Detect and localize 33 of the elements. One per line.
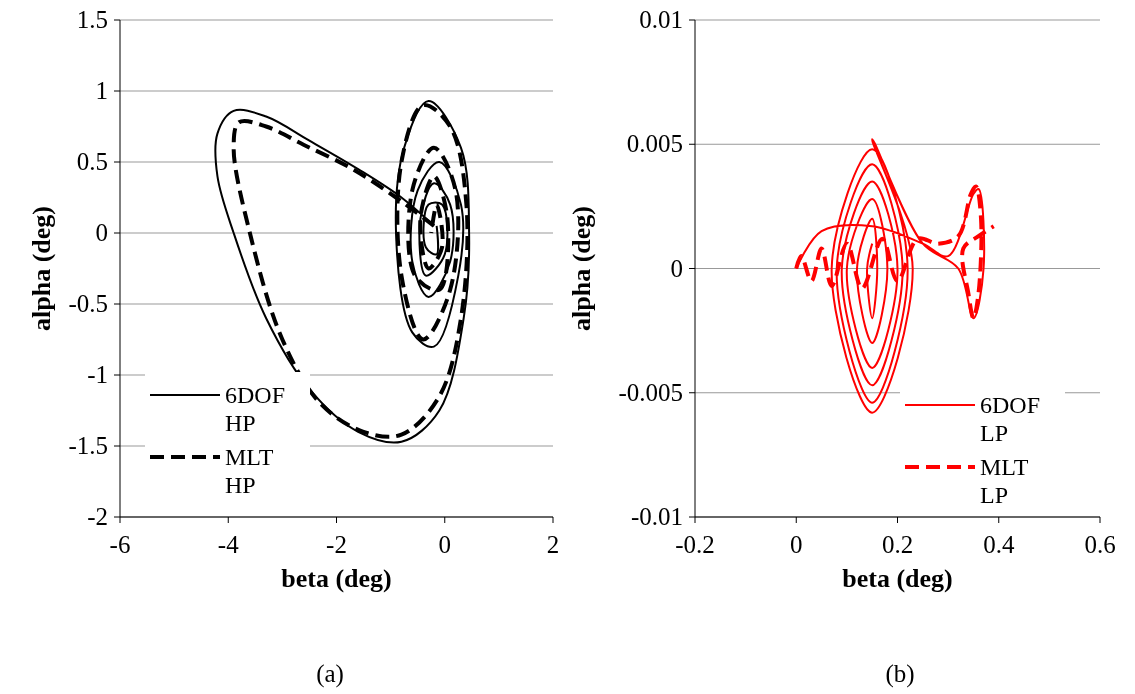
y-axis-title: alpha (deg) — [567, 206, 596, 331]
x-tick-label: -6 — [109, 531, 131, 558]
legend-label: 6DOF LP — [980, 392, 1041, 446]
x-axis-title: beta (deg) — [281, 564, 392, 593]
y-tick-label: -2 — [87, 503, 108, 530]
x-tick-label: -2 — [326, 531, 347, 558]
y-tick-label: -1.5 — [68, 432, 108, 459]
y-tick-label: 1 — [95, 77, 108, 104]
y-tick-label: -0.005 — [618, 378, 683, 406]
legend-label: 6DOF HP — [225, 382, 286, 436]
legend-label: MLT LP — [980, 454, 1029, 508]
text: (b) — [885, 660, 915, 688]
y-tick-label: 0 — [95, 219, 108, 246]
legend-label: MLT HP — [225, 444, 274, 498]
y-tick-label: -1 — [87, 361, 108, 388]
y-axis-title: alpha (deg) — [27, 206, 56, 331]
x-tick-label: 0.6 — [1084, 531, 1116, 558]
y-tick-label: 0.005 — [626, 130, 683, 158]
x-tick-label: -4 — [217, 531, 240, 558]
text: (a) — [316, 660, 344, 688]
x-tick-label: 2 — [546, 531, 560, 558]
y-tick-label: -0.5 — [68, 290, 108, 317]
x-tick-label: 0.4 — [983, 531, 1015, 558]
y-tick-label: 0.5 — [76, 148, 108, 175]
x-tick-label: 0 — [438, 531, 451, 558]
y-tick-label: 0.01 — [639, 6, 683, 33]
y-tick-label: -0.01 — [630, 503, 683, 530]
y-tick-label: 1.5 — [76, 6, 108, 33]
x-tick-label: -0.2 — [675, 531, 715, 558]
x-tick-label: 0.2 — [881, 531, 914, 558]
x-axis-title: beta (deg) — [842, 564, 953, 593]
x-tick-label: 0 — [790, 531, 803, 558]
y-tick-label: 0 — [670, 254, 683, 282]
